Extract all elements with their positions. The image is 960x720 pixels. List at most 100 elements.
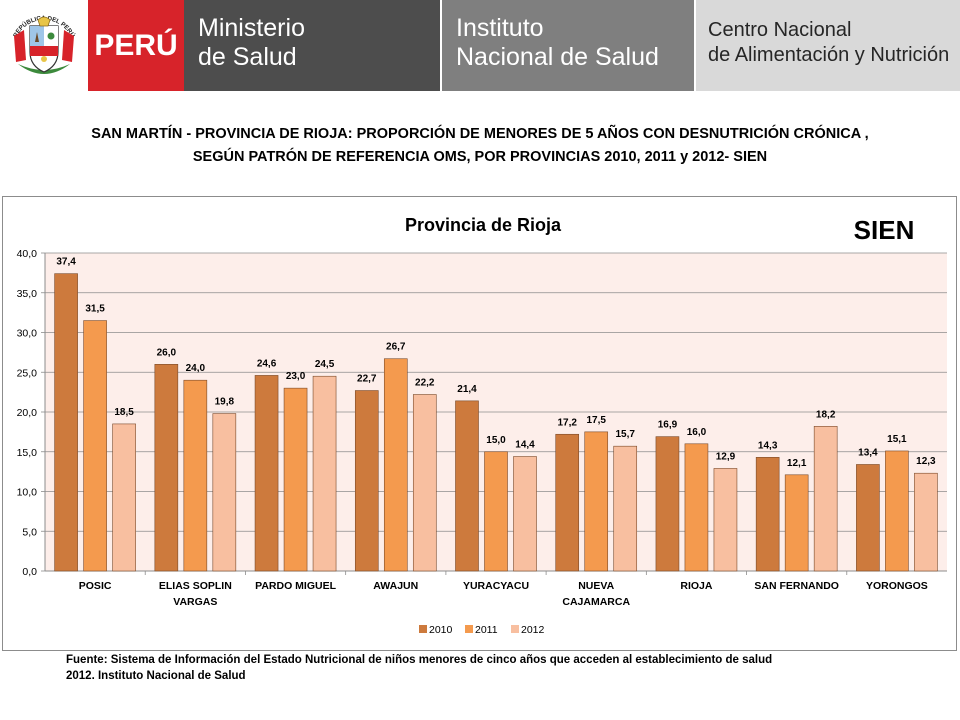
bar-2010 bbox=[755, 457, 780, 572]
bar-2010 bbox=[655, 436, 680, 572]
peru-coat-of-arms-logo: REPÚBLICA DEL PERÚ bbox=[0, 0, 88, 91]
data-label: 16,9 bbox=[658, 420, 678, 431]
bar-2010 bbox=[856, 464, 880, 572]
x-tick-label: RIOJA bbox=[680, 580, 713, 592]
bar-2010 bbox=[455, 400, 479, 572]
y-tick-label: 5,0 bbox=[22, 526, 37, 538]
bar-chart: 0,0 5,0 10,0 15,0 20,0 25,0 30,0 35,0 40,0 Provin… bbox=[17, 215, 947, 636]
bar-2010 bbox=[154, 364, 179, 572]
peru-brand-block: PERÚ bbox=[88, 0, 184, 91]
data-label: 12,9 bbox=[716, 451, 736, 462]
bar-2011 bbox=[484, 451, 508, 572]
y-tick-label: 0,0 bbox=[22, 566, 37, 578]
bar-2011 bbox=[584, 431, 609, 572]
data-label: 14,4 bbox=[515, 440, 535, 451]
legend-swatch-2011 bbox=[465, 625, 473, 633]
data-label: 21,4 bbox=[457, 384, 477, 395]
x-tick-label: YORONGOS bbox=[866, 580, 928, 592]
bar-2012 bbox=[212, 413, 237, 572]
x-tick-label: ELIAS SOPLIN bbox=[159, 580, 232, 592]
data-label: 19,8 bbox=[215, 397, 235, 408]
ministry-line-2: de Salud bbox=[198, 43, 297, 71]
bar-2011 bbox=[684, 443, 709, 572]
bar-2010 bbox=[354, 390, 379, 572]
chart-frame: 0,0 5,0 10,0 15,0 20,0 25,0 30,0 35,0 40,0 Provin… bbox=[2, 196, 957, 651]
data-label: 14,3 bbox=[758, 440, 778, 451]
center-block: Centro Nacional de Alimentación y Nutric… bbox=[696, 0, 960, 91]
center-line-2: de Alimentación y Nutrición bbox=[708, 44, 950, 66]
x-tick-label: CAJAMARCA bbox=[562, 596, 630, 608]
y-tick-label: 35,0 bbox=[17, 288, 38, 300]
institute-block: Instituto Nacional de Salud bbox=[442, 0, 694, 91]
header-banner: REPÚBLICA DEL PERÚ PERÚ Ministerio de Sa… bbox=[0, 0, 960, 91]
data-label: 15,1 bbox=[887, 434, 907, 445]
source-line-2: 2012. Instituto Nacional de Salud bbox=[66, 670, 246, 682]
page-title-line-1: SAN MARTÍN - PROVINCIA DE RIOJA: PROPORC… bbox=[91, 126, 869, 142]
y-tick-label: 10,0 bbox=[17, 487, 38, 499]
data-label: 24,5 bbox=[315, 359, 335, 370]
bar-2010 bbox=[54, 273, 78, 572]
bar-2011 bbox=[183, 379, 208, 572]
data-label: 24,6 bbox=[257, 358, 277, 369]
bar-2012 bbox=[412, 394, 437, 572]
bar-2011 bbox=[784, 474, 809, 572]
data-label: 12,1 bbox=[787, 458, 807, 469]
x-tick-label: VARGAS bbox=[173, 596, 217, 608]
data-label: 26,0 bbox=[157, 347, 177, 358]
legend-label: 2012 bbox=[521, 624, 545, 636]
source-line-1: Fuente: Sistema de Información del Estad… bbox=[66, 654, 773, 666]
ministry-line-1: Ministerio bbox=[198, 14, 305, 42]
data-label: 22,2 bbox=[415, 378, 435, 389]
bar-2012 bbox=[312, 375, 337, 572]
data-label: 18,5 bbox=[114, 407, 134, 418]
y-tick-label: 30,0 bbox=[17, 328, 38, 340]
x-tick-label: AWAJUN bbox=[373, 580, 418, 592]
x-tick-label: PARDO MIGUEL bbox=[255, 580, 336, 592]
y-tick-label: 40,0 bbox=[17, 248, 38, 260]
data-label: 26,7 bbox=[386, 342, 406, 353]
x-tick-label: YURACYACU bbox=[463, 580, 529, 592]
legend-label: 2010 bbox=[429, 624, 453, 636]
legend-swatch-2012 bbox=[511, 625, 519, 633]
data-label: 17,5 bbox=[586, 415, 606, 426]
center-line-1: Centro Nacional bbox=[708, 19, 852, 41]
x-tick-label: NUEVA bbox=[578, 580, 614, 592]
bar-2012 bbox=[112, 423, 136, 572]
data-label: 13,4 bbox=[858, 447, 878, 458]
ministry-name: Ministerio de Salud bbox=[198, 14, 305, 72]
x-tick-label: SAN FERNANDO bbox=[754, 580, 839, 592]
institute-line-1: Instituto bbox=[456, 14, 544, 42]
data-label: 22,7 bbox=[357, 374, 377, 385]
y-tick-label: 15,0 bbox=[17, 447, 38, 459]
bar-2012 bbox=[914, 472, 938, 572]
chart-title: Provincia de Rioja bbox=[405, 215, 562, 235]
data-label: 18,2 bbox=[816, 409, 836, 420]
source-note: Fuente: Sistema de Información del Estad… bbox=[66, 652, 926, 684]
bar-2011 bbox=[83, 320, 107, 572]
bar-2010 bbox=[555, 433, 580, 572]
data-label: 23,0 bbox=[286, 371, 306, 382]
center-name: Centro Nacional de Alimentación y Nutric… bbox=[708, 18, 949, 68]
legend-swatch-2010 bbox=[419, 625, 427, 633]
data-label: 16,0 bbox=[687, 427, 707, 438]
sien-badge: SIEN bbox=[854, 215, 915, 245]
bar-2012 bbox=[713, 468, 738, 572]
page-title: SAN MARTÍN - PROVINCIA DE RIOJA: PROPORC… bbox=[20, 123, 940, 169]
data-label: 15,7 bbox=[615, 429, 635, 440]
institute-line-2: Nacional de Salud bbox=[456, 43, 659, 71]
data-label: 37,4 bbox=[56, 257, 76, 268]
page-title-line-2: SEGÚN PATRÓN DE REFERENCIA OMS, POR PROV… bbox=[192, 149, 768, 165]
legend-label: 2011 bbox=[475, 624, 498, 636]
data-label: 31,5 bbox=[85, 304, 105, 315]
bar-2012 bbox=[513, 456, 537, 572]
bar-2011 bbox=[885, 450, 909, 572]
y-tick-label: 25,0 bbox=[17, 367, 38, 379]
data-label: 15,0 bbox=[486, 435, 506, 446]
y-tick-label: 20,0 bbox=[17, 407, 38, 419]
data-label: 24,0 bbox=[186, 363, 206, 374]
bar-2012 bbox=[613, 445, 638, 572]
bar-2012 bbox=[813, 426, 838, 572]
data-label: 17,2 bbox=[557, 417, 577, 428]
peru-brand-text: PERÚ bbox=[94, 28, 178, 62]
bar-2010 bbox=[254, 375, 279, 572]
